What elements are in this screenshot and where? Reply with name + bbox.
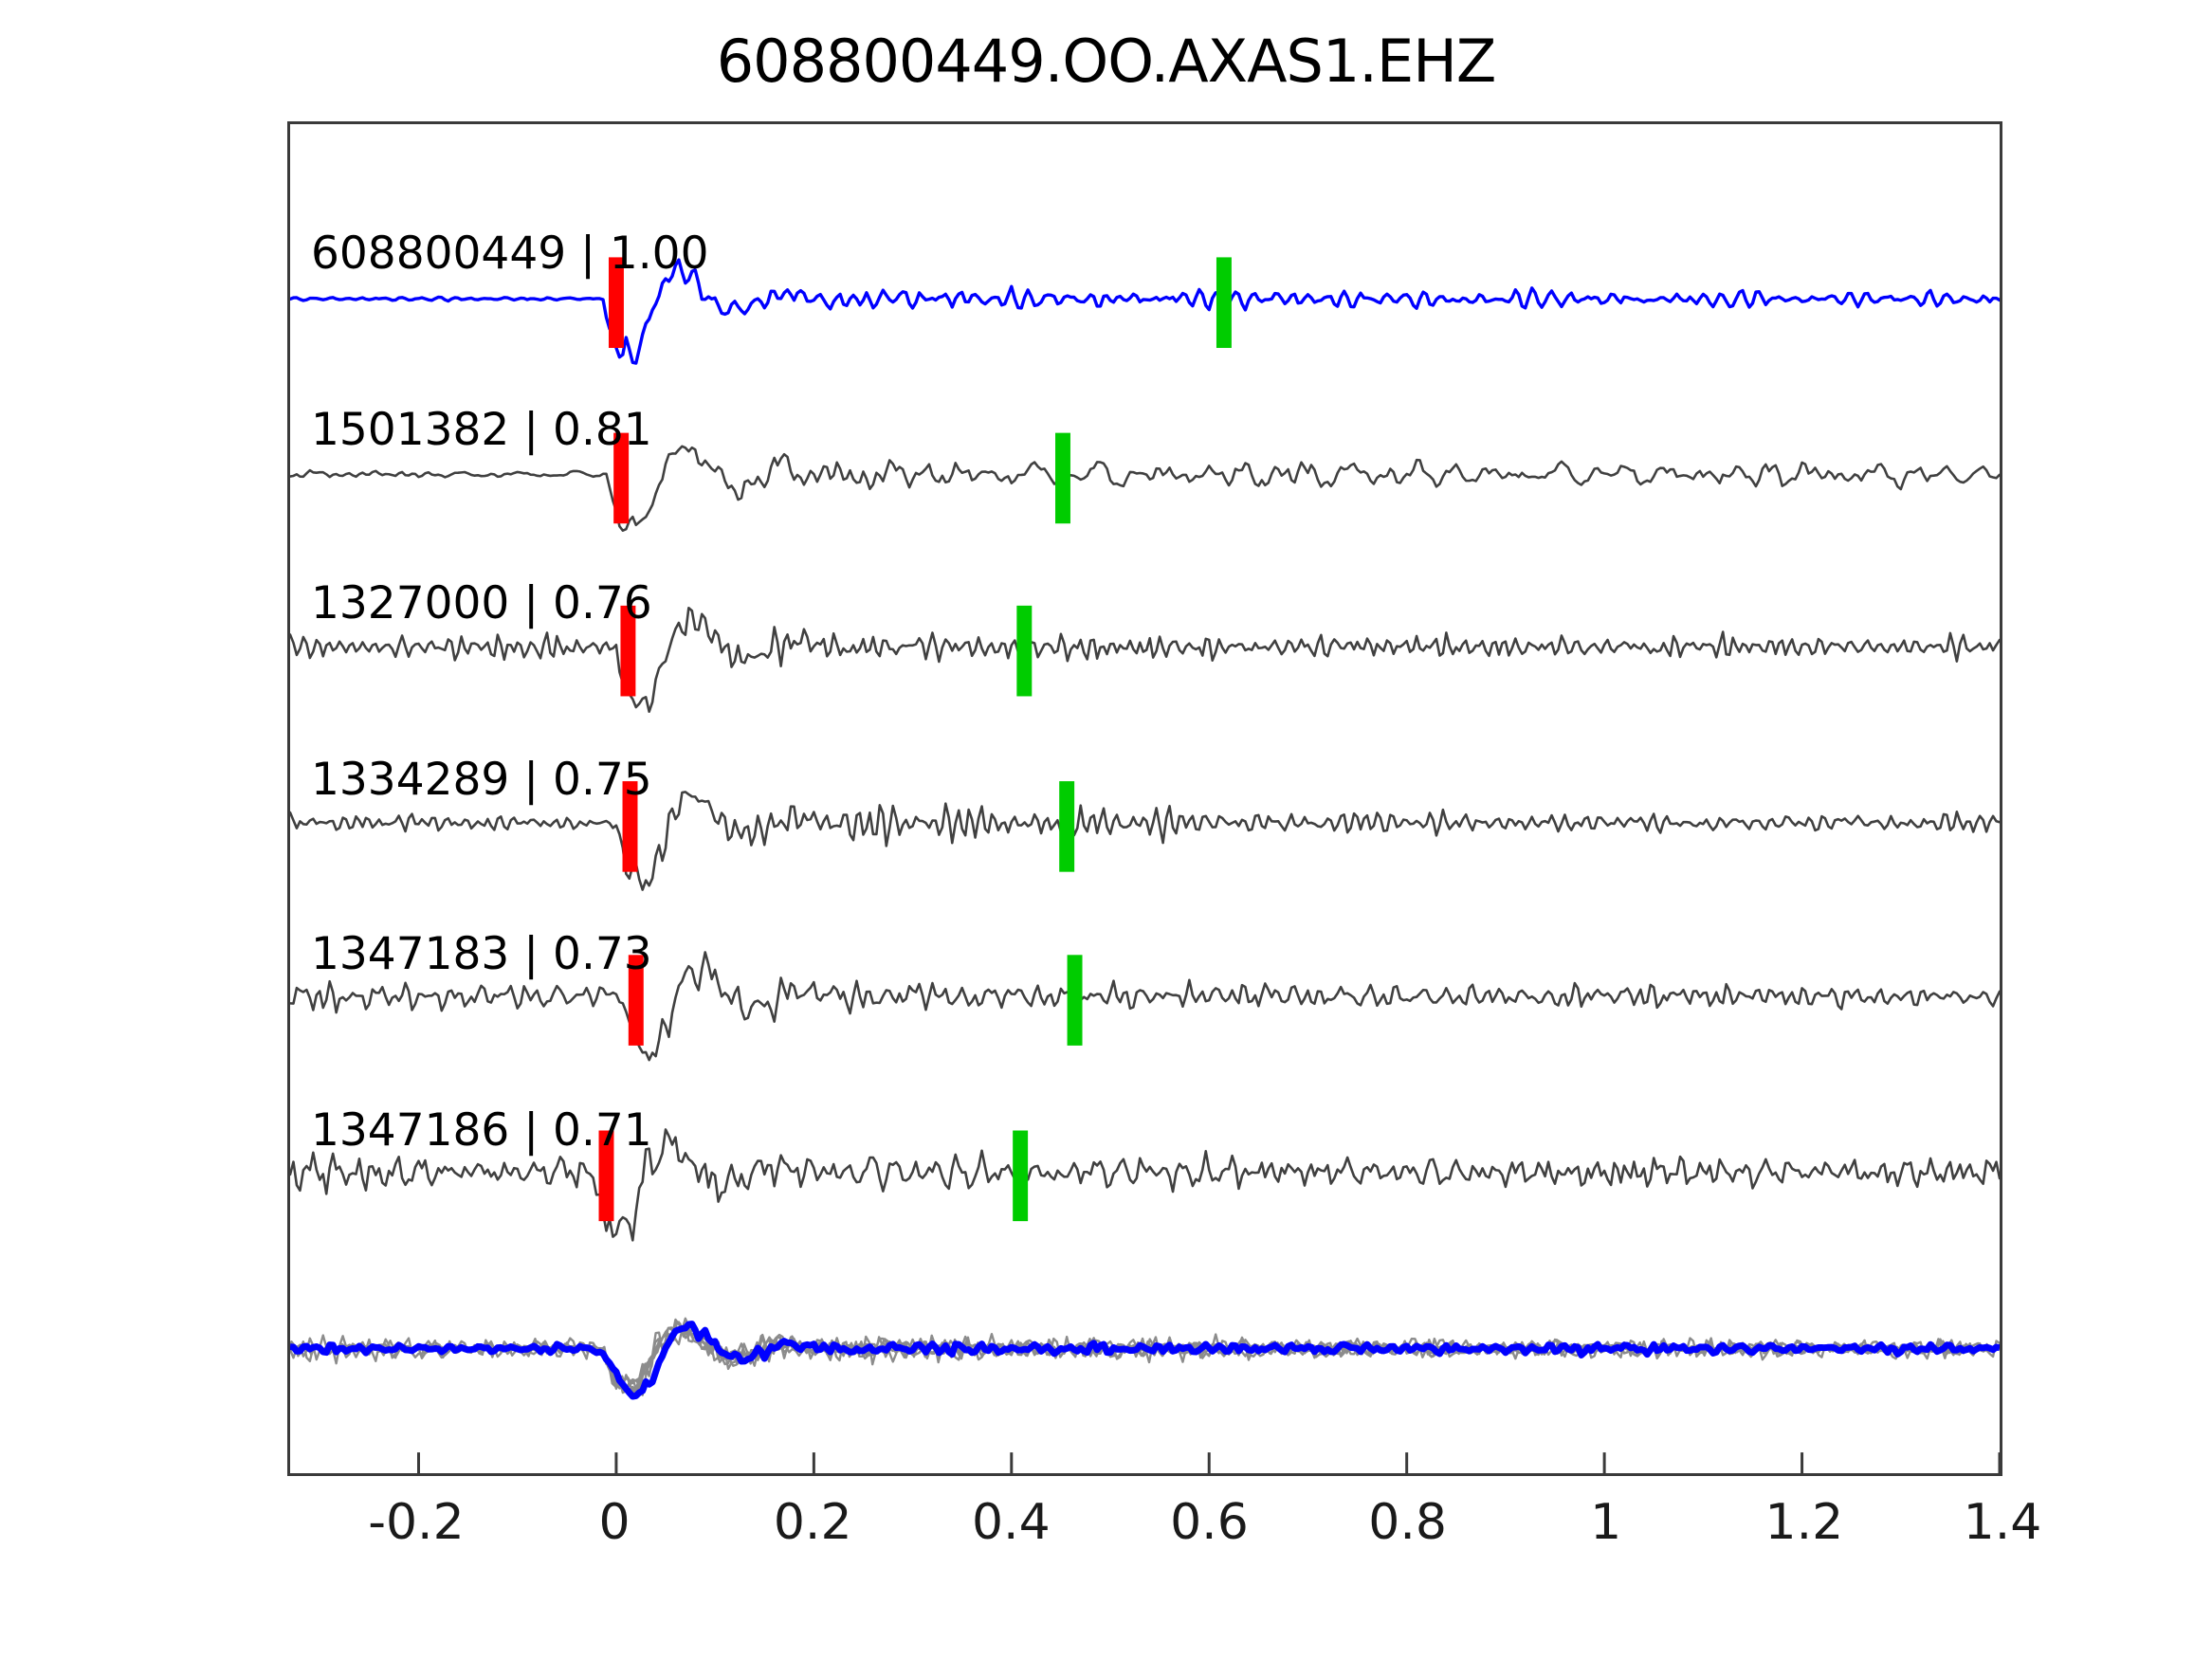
waveform-trace-1347186 (290, 1128, 2000, 1242)
trace-label-1501382: 1501382 | 0.81 (311, 404, 652, 456)
p-pick-marker-1327000 (620, 605, 636, 697)
x-tick-label-8: 1.4 (1963, 1494, 2042, 1551)
x-tick-label-6: 1 (1590, 1494, 1622, 1551)
waveform-trace-1347183 (290, 951, 2000, 1062)
waveform-canvas (290, 257, 2000, 1473)
p-pick-marker-1347186 (598, 1130, 614, 1222)
stack-overlay-trace (290, 1326, 1986, 1395)
x-tick-label-7: 1.2 (1764, 1494, 1844, 1551)
plot-area (287, 121, 2002, 1476)
trace-label-608800449: 608800449 | 1.00 (311, 228, 709, 280)
s-pick-marker-1327000 (1016, 605, 1033, 697)
s-pick-marker-1347186 (1013, 1130, 1029, 1222)
x-tick-label-0: -0.2 (368, 1494, 465, 1551)
x-tick-label-3: 0.4 (971, 1494, 1051, 1551)
waveform-trace-1501382 (290, 445, 2000, 532)
x-tick-label-4: 0.6 (1170, 1494, 1249, 1551)
trace-label-1347186: 1347186 | 0.71 (311, 1104, 652, 1157)
stack-overlay-trace (290, 1321, 2000, 1395)
x-tick-label-1: 0 (598, 1494, 631, 1551)
s-pick-marker-1334289 (1059, 781, 1075, 872)
page-title: 608800449.OO.AXAS1.EHZ (716, 27, 1497, 96)
s-pick-marker-608800449 (1216, 257, 1232, 349)
s-pick-marker-1347183 (1067, 955, 1083, 1046)
trace-label-1334289: 1334289 | 0.75 (311, 754, 652, 806)
stack-overlay-trace (290, 1321, 1989, 1395)
p-pick-marker-608800449 (608, 257, 624, 349)
p-pick-marker-1347183 (628, 955, 644, 1046)
stack-mean-trace (290, 1321, 2000, 1400)
s-pick-marker-1501382 (1055, 432, 1070, 524)
waveform-trace-608800449 (290, 258, 2000, 365)
waveform-trace-1334289 (290, 791, 2000, 891)
x-tick-label-2: 0.2 (773, 1494, 852, 1551)
trace-label-1347183: 1347183 | 0.73 (311, 928, 652, 980)
p-pick-marker-1334289 (622, 781, 638, 872)
waveform-trace-1327000 (290, 606, 2000, 713)
trace-label-1327000: 1327000 | 0.76 (311, 577, 652, 629)
p-pick-marker-1501382 (613, 432, 630, 524)
x-tick-label-5: 0.8 (1368, 1494, 1447, 1551)
